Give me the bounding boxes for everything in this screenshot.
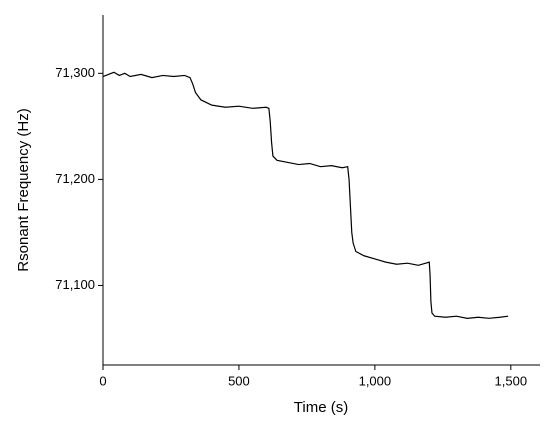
y-tick-label: 71,200 xyxy=(55,171,95,186)
y-tick-label: 71,100 xyxy=(55,277,95,292)
line xyxy=(102,71,509,319)
x-tick-label: 1,500 xyxy=(495,373,528,388)
x-tick-label: 1,000 xyxy=(359,373,392,388)
x-tick-label: 500 xyxy=(228,373,250,388)
y-axis-label: Rsonant Frequency (Hz) xyxy=(15,108,32,271)
x-axis-label: Time (s) xyxy=(294,399,348,416)
x-tick-label: 0 xyxy=(99,373,106,388)
y-tick-label: 71,300 xyxy=(55,65,95,80)
